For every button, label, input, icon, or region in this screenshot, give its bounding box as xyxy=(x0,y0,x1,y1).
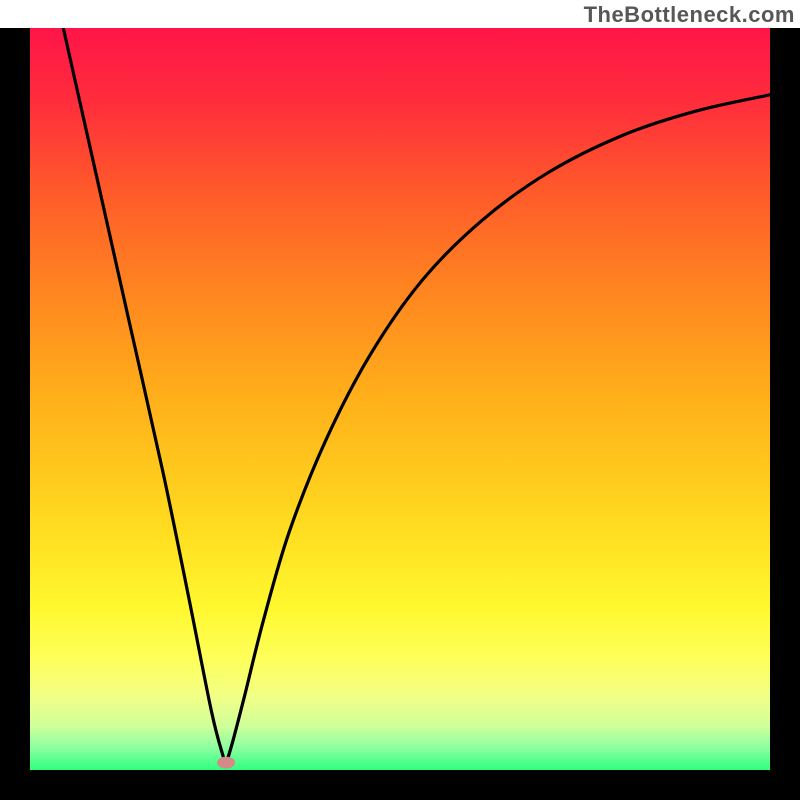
bottleneck-chart xyxy=(0,0,800,800)
border-bottom xyxy=(0,770,800,800)
optimum-marker xyxy=(217,757,235,769)
watermark-text: TheBottleneck.com xyxy=(584,2,795,28)
border-left xyxy=(0,28,30,800)
border-right xyxy=(770,28,800,800)
plot-background xyxy=(30,28,770,770)
